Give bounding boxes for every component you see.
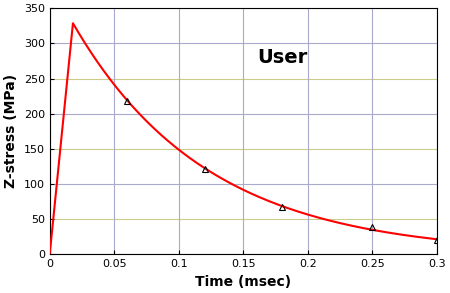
Text: User: User xyxy=(257,48,307,67)
X-axis label: Time (msec): Time (msec) xyxy=(195,275,292,289)
Y-axis label: Z-stress (MPa): Z-stress (MPa) xyxy=(4,74,18,188)
